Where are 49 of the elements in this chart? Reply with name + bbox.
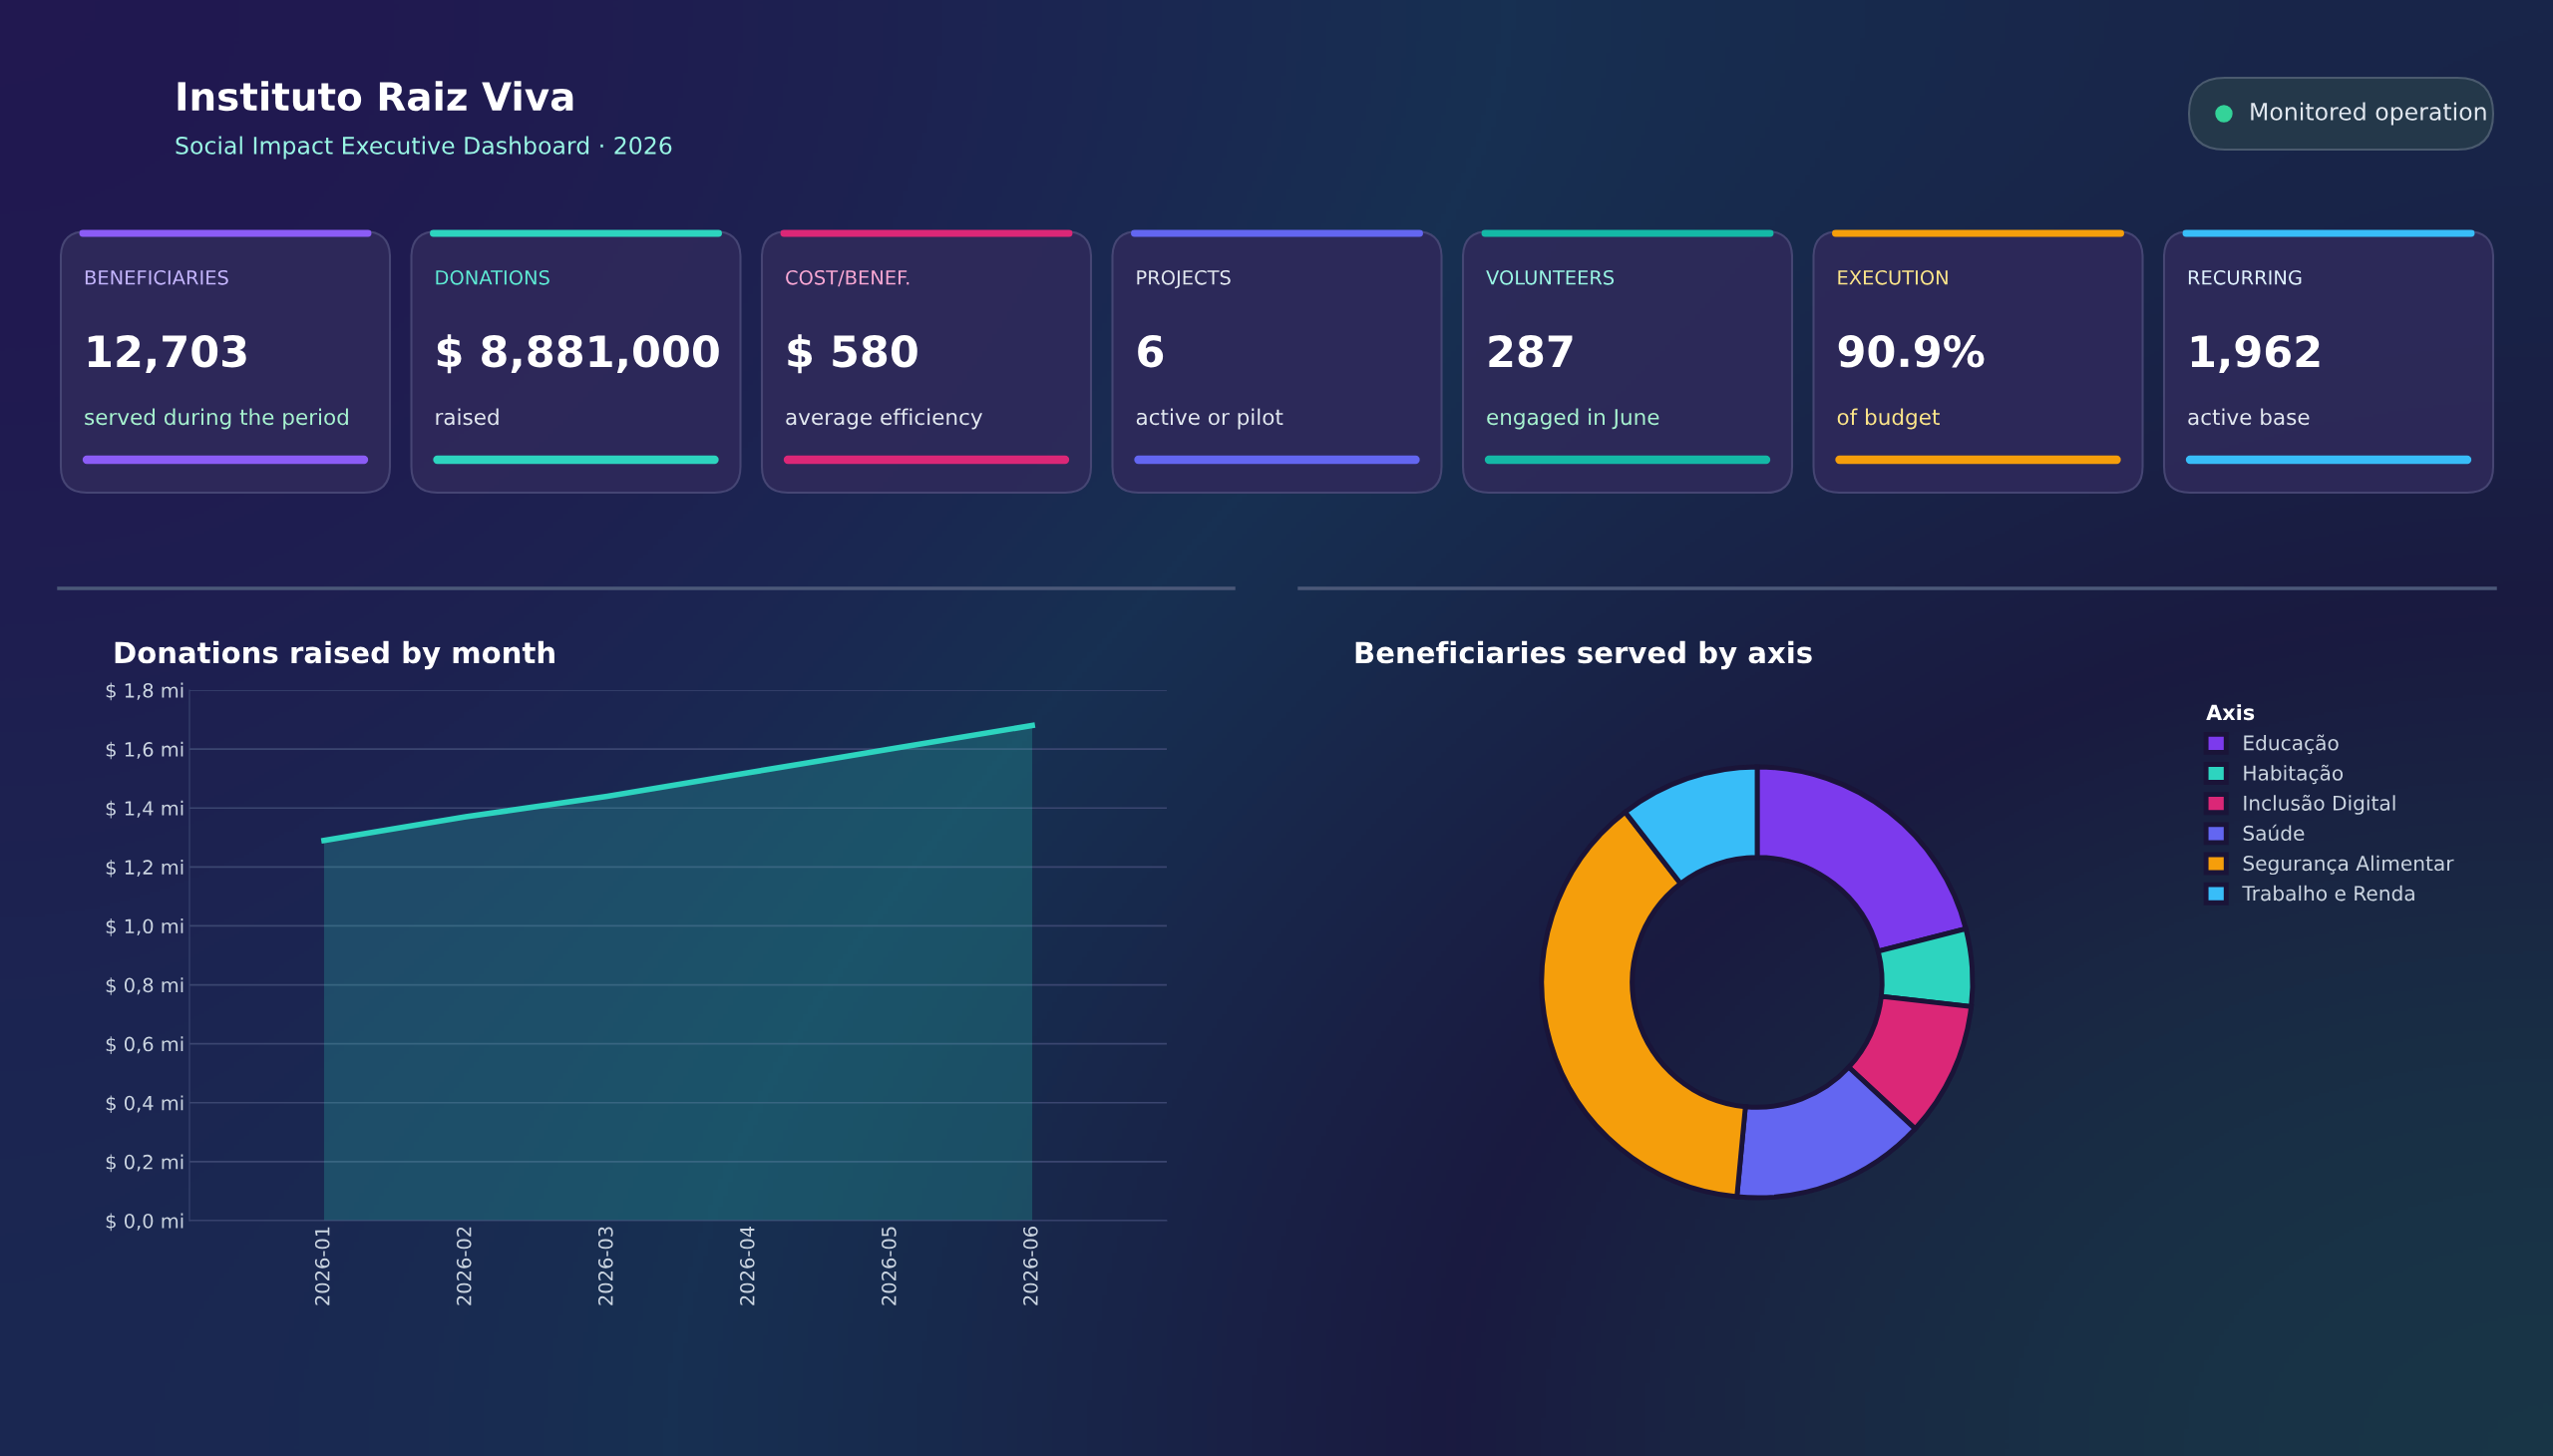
text: served during the period: [85, 408, 348, 430]
text: Instituto Raiz Viva: [178, 81, 573, 112]
x-tick-label: 2026-03: [597, 1227, 613, 1305]
text: 1,962: [2191, 334, 2320, 373]
y-tick-label: $ 0,4 mi: [106, 1095, 183, 1114]
text: PROJECTS: [1137, 269, 1231, 289]
y-tick-label: $ 1,6 mi: [106, 741, 183, 760]
text: of budget: [1837, 408, 1940, 430]
text: $ 8,881,000: [437, 334, 719, 374]
legend-label: Trabalho e Renda: [2242, 885, 2414, 902]
y-tick-label: $ 1,8 mi: [106, 682, 183, 701]
legend-label: Inclusão Digital: [2244, 794, 2395, 815]
y-tick-label: $ 1,0 mi: [106, 918, 183, 936]
text: Monitored operation: [2251, 102, 2486, 126]
legend-label: Habitação: [2244, 764, 2344, 785]
text: VOLUNTEERS: [1486, 269, 1615, 285]
y-tick-label: $ 1,2 mi: [106, 859, 183, 878]
x-tick-label: 2026-04: [739, 1226, 755, 1305]
text: 12,703: [88, 334, 246, 373]
text: Social Impact Executive Dashboard · 2026: [176, 136, 672, 160]
y-tick-label: $ 0,2 mi: [106, 1154, 183, 1173]
text: 90.9%: [1838, 334, 1985, 368]
text: raised: [436, 408, 499, 426]
text: average efficiency: [786, 408, 982, 430]
y-tick-label: $ 0,6 mi: [106, 1036, 183, 1054]
chart-title: Donations raised by month: [115, 640, 554, 670]
y-tick-label: $ 1,4 mi: [106, 800, 183, 819]
text: engaged in June: [1487, 408, 1659, 430]
text: 6: [1138, 334, 1164, 368]
chart-title: Beneficiaries served by axis: [1355, 640, 1812, 670]
text: EXECUTION: [1838, 269, 1948, 285]
x-tick-label: 2026-01: [314, 1227, 330, 1305]
text: $ 580: [788, 334, 917, 374]
text: BENEFICIARIES: [85, 269, 228, 285]
text: DONATIONS: [436, 269, 549, 285]
y-tick-label: $ 0,8 mi: [106, 977, 183, 995]
x-tick-label: 2026-02: [456, 1227, 472, 1305]
text: active or pilot: [1136, 408, 1283, 430]
y-tick-label: $ 0,0 mi: [106, 1213, 183, 1232]
text: 287: [1489, 334, 1573, 368]
legend-label: Saúde: [2243, 824, 2305, 842]
text: RECURRING: [2188, 269, 2302, 285]
legend-title: Axis: [2206, 704, 2255, 721]
legend-label: Educação: [2244, 734, 2339, 755]
legend-label: Segurança Alimentar: [2243, 855, 2454, 876]
x-tick-label: 2026-06: [1023, 1227, 1038, 1305]
text: active base: [2188, 408, 2310, 426]
text: COST/BENEF.: [786, 269, 910, 287]
x-tick-label: 2026-05: [881, 1227, 897, 1305]
